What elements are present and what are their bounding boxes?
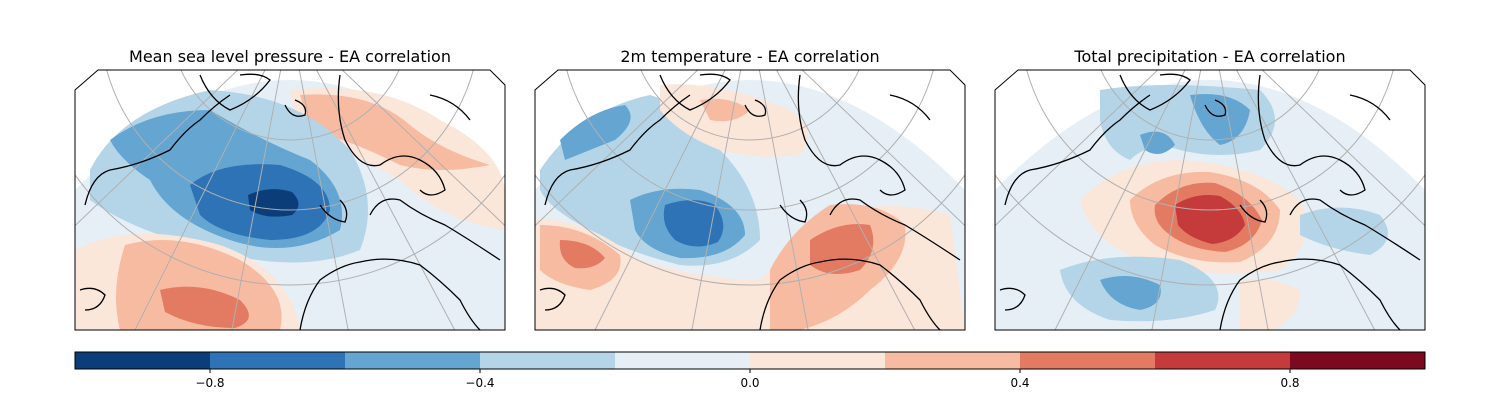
contour-negative [1100, 276, 1161, 310]
colorbar-segment [480, 352, 615, 369]
colorbar-segment [1020, 352, 1155, 369]
panel-title-t2m: 2m temperature - EA correlation [620, 47, 879, 66]
contour-positive [559, 240, 605, 269]
colorbar-tick-label: −0.8 [195, 376, 224, 390]
contour-positive [1240, 278, 1300, 330]
contour-negative [1100, 85, 1275, 160]
map-frame [534, 69, 966, 331]
contour-positive [1175, 195, 1245, 244]
panel-title-mslp: Mean sea level pressure - EA correlation [129, 47, 451, 66]
colorbar: −0.8 −0.4 0.0 0.4 0.8 [74, 351, 1426, 390]
graticule [995, 70, 1425, 330]
graticule [75, 70, 505, 330]
colorbar-segment [75, 352, 210, 369]
contour-positive [700, 98, 750, 122]
contour-negative [1190, 94, 1250, 145]
contour-negative [1300, 207, 1388, 255]
colorbar-tick-label: 0.8 [1280, 376, 1299, 390]
colorbar-segment [750, 352, 885, 369]
colorbar-tick-label: 0.4 [1010, 376, 1029, 390]
map-mslp [75, 70, 505, 330]
map-frame [74, 69, 506, 331]
coastlines [999, 73, 1421, 330]
colorbar-segment [885, 352, 1020, 369]
colorbar-segment [1290, 352, 1425, 369]
colorbar-tick-label: −0.4 [465, 376, 494, 390]
colorbar-segment [345, 352, 480, 369]
contour-positive [810, 224, 874, 274]
graticule [535, 70, 965, 330]
map-precip [995, 70, 1425, 330]
coastlines [79, 73, 501, 330]
contour-positive [160, 286, 249, 328]
panel-precip: Total precipitation - EA correlation [994, 47, 1426, 331]
map-t2m [535, 70, 965, 330]
panel-mslp: Mean sea level pressure - EA correlation [74, 47, 506, 331]
panel-t2m: 2m temperature - EA correlation [534, 47, 966, 331]
contour-negative [1140, 131, 1175, 154]
coastlines [539, 73, 961, 330]
colorbar-segment [210, 352, 345, 369]
panel-title-precip: Total precipitation - EA correlation [1073, 47, 1345, 66]
map-frame [994, 69, 1426, 331]
contour-positive [300, 94, 490, 170]
contour-negative [560, 105, 631, 160]
colorbar-segment [615, 352, 750, 369]
contour-negative [663, 200, 724, 247]
colorbar-tick-label: 0.0 [740, 376, 759, 390]
colorbar-segment [1155, 352, 1290, 369]
